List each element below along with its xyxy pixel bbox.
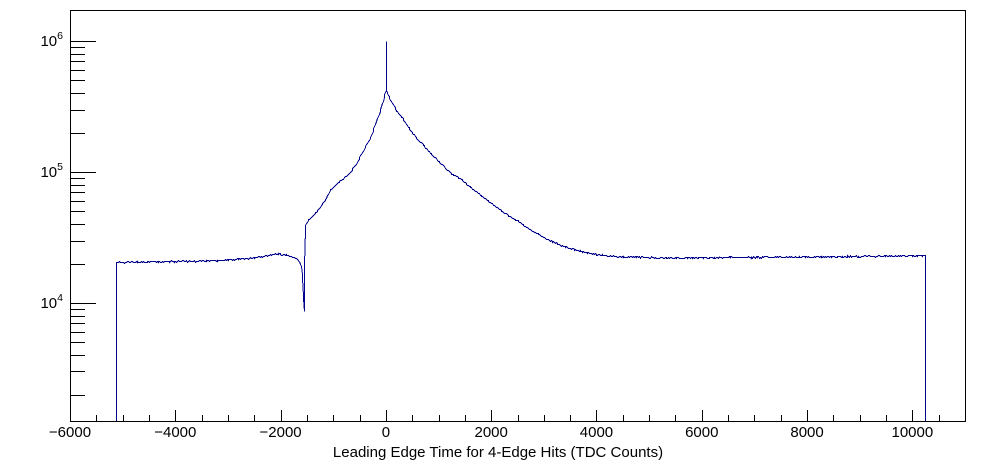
y-tick-label: 106 — [40, 30, 63, 50]
y-tick-label: 105 — [40, 161, 63, 181]
y-tick-label: 104 — [40, 292, 63, 312]
plot-frame — [70, 10, 966, 422]
x-tick-label: 2000 — [474, 424, 507, 441]
histogram-trace — [116, 89, 926, 422]
x-tick-label: 0 — [382, 424, 390, 441]
x-tick-label: −6000 — [49, 424, 91, 441]
x-tick-label: −2000 — [260, 424, 302, 441]
x-tick-label: 8000 — [790, 424, 823, 441]
x-tick-label: 10000 — [891, 424, 933, 441]
x-axis-title: Leading Edge Time for 4-Edge Hits (TDC C… — [332, 444, 664, 461]
x-tick-label: 6000 — [685, 424, 718, 441]
x-tick-label: 4000 — [580, 424, 613, 441]
x-tick-label: −4000 — [154, 424, 196, 441]
